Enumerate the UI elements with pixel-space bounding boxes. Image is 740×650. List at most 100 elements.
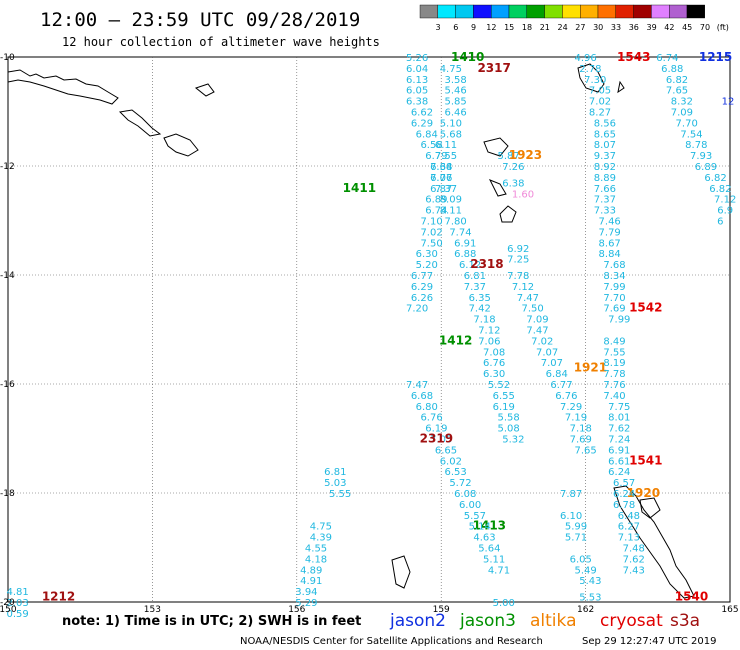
scale-label: 18 <box>522 23 532 32</box>
wave-height-point: 7.02 <box>589 97 611 108</box>
wave-height-point: 6.81 <box>324 467 346 478</box>
wave-height-point: 7.76 <box>603 380 625 391</box>
wave-height-point: 7.08 <box>483 347 505 358</box>
grid <box>8 57 730 602</box>
scale-swatch <box>508 4 527 19</box>
wave-height-point: 6.79 <box>425 151 447 162</box>
x-tick-label: 153 <box>144 605 161 615</box>
wave-height-point: 8.49 <box>603 336 625 347</box>
wave-height-point: 7.65 <box>666 86 688 97</box>
wave-height-point: 6.77 <box>411 271 433 282</box>
wave-height-point: 5.11 <box>483 554 505 565</box>
wave-height-point: 6.78 <box>613 500 635 511</box>
coastline-new-caledonia <box>613 485 695 599</box>
x-tick-label: 156 <box>288 605 305 615</box>
wave-height-point: 6.53 <box>445 467 467 478</box>
scale-swatch <box>686 4 705 19</box>
y-tick-label: -12 <box>0 162 15 172</box>
wave-height-point: 7.99 <box>603 282 625 293</box>
wave-height-point: 7.12 <box>714 195 736 206</box>
wave-height-point: 1.60 <box>512 189 534 200</box>
wave-height-point: 6.13 <box>406 75 428 86</box>
scale-label: 42 <box>664 23 674 32</box>
wave-height-point: 6.82 <box>666 75 688 86</box>
wave-height-point: 6.05 <box>406 86 428 97</box>
wave-height-point: 7.05 <box>589 86 611 97</box>
scale-label: 15 <box>504 23 514 32</box>
wave-height-point: 6.30 <box>483 369 505 380</box>
scale-swatch <box>491 4 510 19</box>
satellite-name: jason3 <box>459 611 516 631</box>
scale-label: 3 <box>435 23 440 32</box>
pass-label: 1541 <box>629 453 662 467</box>
wave-height-point: 0.59 <box>6 609 28 620</box>
scale-swatch <box>562 4 581 19</box>
wave-height-point: 6.82 <box>709 184 731 195</box>
wave-height-point: 8.01 <box>608 413 630 424</box>
wave-height-point: 7.02 <box>531 336 553 347</box>
wave-height-point: 8.32 <box>671 97 693 108</box>
wave-height-point: 6.87 <box>430 184 452 195</box>
wave-height-point: 6.65 <box>435 445 457 456</box>
wave-height-point: 5.71 <box>565 533 587 544</box>
coastline-vanuatu-b <box>617 80 625 94</box>
wave-height-point: 6.80 <box>416 402 438 413</box>
wave-height-point: 7.62 <box>623 554 645 565</box>
wave-height-point: 7.12 <box>512 282 534 293</box>
wave-height-point: 6.34 <box>430 162 452 173</box>
wave-height-point: 6.46 <box>445 108 467 119</box>
wave-height-point: 8.27 <box>589 108 611 119</box>
wave-height-point: 5.10 <box>440 118 462 129</box>
wave-height-point: 7.47 <box>406 380 428 391</box>
wave-height-point: 6.76 <box>555 391 577 402</box>
wave-height-point: 7.37 <box>464 282 486 293</box>
wave-height-point: 5.00 <box>493 598 515 609</box>
wave-height-point: 6.81 <box>464 271 486 282</box>
pass-label: 1411 <box>343 181 376 195</box>
pass-label: 1412 <box>439 333 472 347</box>
wave-height-point: 5.20 <box>416 260 438 271</box>
pass-label: 1543 <box>617 50 650 64</box>
pass-label: 1540 <box>675 590 708 604</box>
wave-height-point: 7.06 <box>478 336 500 347</box>
wave-height-point: 5.99 <box>565 522 587 533</box>
wave-height-point: 5.14 <box>469 522 491 533</box>
wave-height-point: 6.91 <box>608 445 630 456</box>
scale-label: 9 <box>471 23 476 32</box>
wave-height-point: 3.58 <box>445 75 467 86</box>
wave-height-point: 8.65 <box>594 129 616 140</box>
wave-height-point: 6.58 <box>420 140 442 151</box>
wave-height-point: 5.29 <box>295 598 317 609</box>
pass-label: 2317 <box>477 61 510 75</box>
wave-height-point: 7.02 <box>420 227 442 238</box>
wave-height-point: 6.91 <box>454 238 476 249</box>
wave-height-point: 6.76 <box>420 413 442 424</box>
wave-height-point: 7.87 <box>560 489 582 500</box>
coastline-loyalty <box>639 497 661 519</box>
wave-height-point: 7.37 <box>594 195 616 206</box>
x-tick-label: 162 <box>577 605 594 615</box>
wave-height-point: 5.87 <box>497 151 519 162</box>
pass-label: 1923 <box>509 148 542 162</box>
wave-height-point: 6.92 <box>507 244 529 255</box>
wave-height-point: 7.47 <box>517 293 539 304</box>
footer-timestamp: Sep 29 12:27:47 UTC 2019 <box>582 636 716 647</box>
footer-note: note: 1) Time is in UTC; 2) SWH is in fe… <box>62 614 361 629</box>
y-tick-label: -10 <box>0 53 15 63</box>
scale-swatch <box>669 4 688 19</box>
wave-height-point: 2.03 <box>6 598 28 609</box>
wave-height-point: 7.62 <box>608 424 630 435</box>
wave-height-point: 7.48 <box>623 544 645 555</box>
scale-label: 70 <box>700 23 710 32</box>
wave-height-point: 4.18 <box>305 554 327 565</box>
pass-label: 1920 <box>627 486 660 500</box>
scale-label: 36 <box>629 23 639 32</box>
wave-height-point: 4.81 <box>6 587 28 598</box>
wave-height-point: 7.30 <box>584 75 606 86</box>
wave-height-point: 5.85 <box>445 97 467 108</box>
wave-height-point: 5.08 <box>497 424 519 435</box>
scale-label: 12 <box>486 23 496 32</box>
y-tick-label: -20 <box>0 598 15 608</box>
wave-height-point: 7.80 <box>445 217 467 228</box>
